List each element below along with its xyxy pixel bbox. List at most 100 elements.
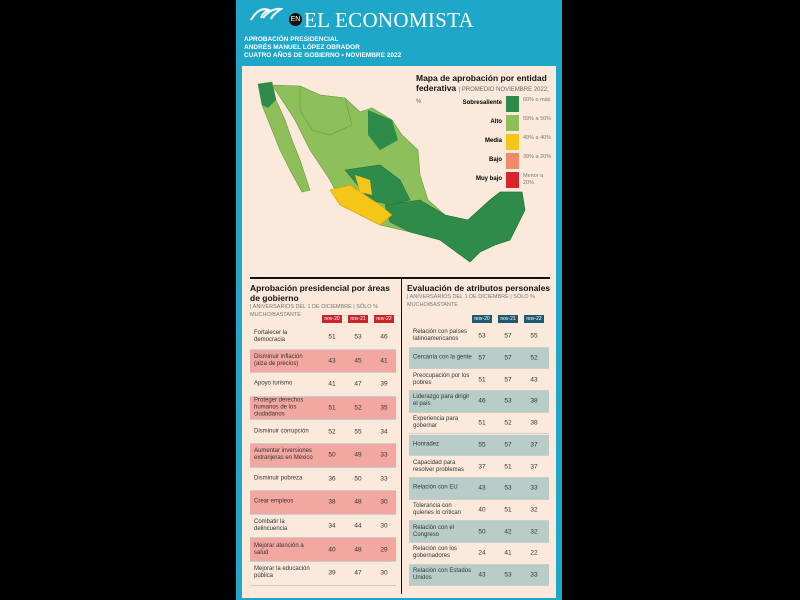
column-header: nov-20 <box>472 315 492 323</box>
row-label: Fortalecer la democracia <box>254 330 288 344</box>
column-header: nov-21 <box>348 315 368 323</box>
legend-range: 60% o más <box>523 97 551 103</box>
row-value: 43 <box>328 357 336 365</box>
divider <box>250 277 550 279</box>
table-row: Experiencia para gobernar 51 52 38 <box>409 413 549 435</box>
row-value: 24 <box>478 549 486 557</box>
row-value: 34 <box>328 522 336 530</box>
table-row: Relación con el Congreso 50 42 32 <box>409 521 549 543</box>
row-value: 22 <box>530 549 538 557</box>
legend-swatch <box>506 134 519 150</box>
row-label: Relación con los gobernadores <box>413 546 458 560</box>
row-label: Relación con el Congreso <box>413 524 455 538</box>
row-value: 40 <box>328 546 336 554</box>
table-row: Disminuir pobreza 36 50 33 <box>250 468 396 492</box>
legend-item: Media 49% a 40% <box>468 134 558 150</box>
row-value: 50 <box>328 451 336 459</box>
legend-range: 49% a 40% <box>523 135 552 141</box>
legend-range: 59% a 50% <box>523 116 552 122</box>
row-label: Liderazgo para dirigir el país <box>413 394 470 408</box>
legend-label: Sobresaliente <box>462 100 502 106</box>
row-value: 46 <box>478 397 486 405</box>
southern-states <box>384 191 526 263</box>
legend-item: Alto 59% a 50% <box>468 115 558 131</box>
legend-range: Menor a 20% <box>523 173 544 186</box>
chihuahua <box>299 85 353 136</box>
row-label: Honradez <box>413 441 440 448</box>
map-title: Mapa de aprobación por entidad federativ… <box>416 73 552 107</box>
table-row: Liderazgo para dirigir el país 46 53 38 <box>409 391 549 413</box>
left-title: Aprobación presidencial por áreas de gob… <box>250 283 390 303</box>
row-value: 36 <box>328 475 336 483</box>
row-label: Relación con países latinoamericanos <box>413 329 468 343</box>
table-row: Apoyo turismo 41 47 39 <box>250 373 396 397</box>
row-value: 52 <box>504 419 512 427</box>
table-row: Crear empleos 38 48 30 <box>250 491 396 515</box>
table-row: Relación con EU 43 53 33 <box>409 477 549 500</box>
row-value: 39 <box>380 380 388 388</box>
legend-swatch <box>506 115 519 131</box>
zacatecas <box>355 175 372 195</box>
right-section: Evaluación de atributos personales | ANI… <box>407 283 555 309</box>
legend-item: Muy bajo Menor a 20% <box>468 172 558 188</box>
table-row: Tolerancia con quienes lo critican 40 51 32 <box>409 500 549 522</box>
row-value: 38 <box>530 397 538 405</box>
table-row: Disminuir corrupción 52 55 34 <box>250 420 396 444</box>
row-value: 50 <box>478 528 486 536</box>
row-value: 57 <box>504 354 512 362</box>
row-value: 38 <box>328 498 336 506</box>
row-value: 46 <box>380 333 388 341</box>
row-value: 51 <box>478 376 486 384</box>
row-value: 51 <box>328 333 336 341</box>
legend-item: Bajo 39% a 20% <box>468 153 558 169</box>
row-value: 48 <box>354 546 362 554</box>
row-label: Cercanía con la gente <box>413 354 472 361</box>
row-value: 40 <box>478 506 486 514</box>
table-row: Mejorar atención a salud 40 48 29 <box>250 538 396 562</box>
row-label: Combatir la delincuencia <box>254 519 288 533</box>
table-row: Relación con países latinoamericanos 53 57… <box>409 326 549 348</box>
legend-label: Muy bajo <box>475 176 502 182</box>
legend-swatch <box>506 153 519 169</box>
row-label: Apoyo turismo <box>254 380 293 387</box>
row-value: 57 <box>478 354 486 362</box>
table-row: Mejorar la educación pública 39 47 30 <box>250 562 396 586</box>
row-value: 45 <box>354 357 362 365</box>
mexico-map <box>257 81 526 263</box>
row-value: 57 <box>504 441 512 449</box>
row-label: Preocupación por los pobres <box>413 372 470 386</box>
row-value: 38 <box>530 419 538 427</box>
row-value: 50 <box>354 475 362 483</box>
content-panel: Mapa de aprobación por entidad federativ… <box>242 66 556 598</box>
legend-range: 39% a 20% <box>523 154 552 160</box>
row-value: 41 <box>504 549 512 557</box>
table-row: Preocupación por los pobres 51 57 43 <box>409 369 549 392</box>
row-value: 47 <box>354 380 362 388</box>
legend-label: Media <box>484 138 502 144</box>
column-header: nov-22 <box>374 315 394 323</box>
row-value: 41 <box>328 380 336 388</box>
row-value: 32 <box>530 506 538 514</box>
row-value: 52 <box>328 428 336 436</box>
row-value: 35 <box>380 404 388 412</box>
row-value: 47 <box>354 569 362 577</box>
row-value: 51 <box>328 404 336 412</box>
row-value: 29 <box>380 546 388 554</box>
legend-label: Alto <box>490 119 502 125</box>
row-value: 57 <box>504 332 512 340</box>
row-value: 53 <box>504 484 512 492</box>
column-header: nov-21 <box>498 315 518 323</box>
row-value: 53 <box>354 333 362 341</box>
row-value: 32 <box>530 528 538 536</box>
row-value: 34 <box>380 428 388 436</box>
row-value: 53 <box>504 397 512 405</box>
row-label: Disminuir inflación (alza de precios) <box>254 353 303 367</box>
row-label: Tolerancia con quienes lo critican <box>413 502 462 516</box>
row-value: 43 <box>478 484 486 492</box>
table-row: Relación con los gobernadores 24 41 22 <box>409 543 549 565</box>
row-value: 33 <box>530 484 538 492</box>
column-header: nov-20 <box>322 315 342 323</box>
row-label: Disminuir corrupción <box>254 428 309 435</box>
legend-item: Sobresaliente 60% o más <box>463 96 558 112</box>
row-label: Proteger derechos humanos de los ciudada… <box>254 397 304 418</box>
